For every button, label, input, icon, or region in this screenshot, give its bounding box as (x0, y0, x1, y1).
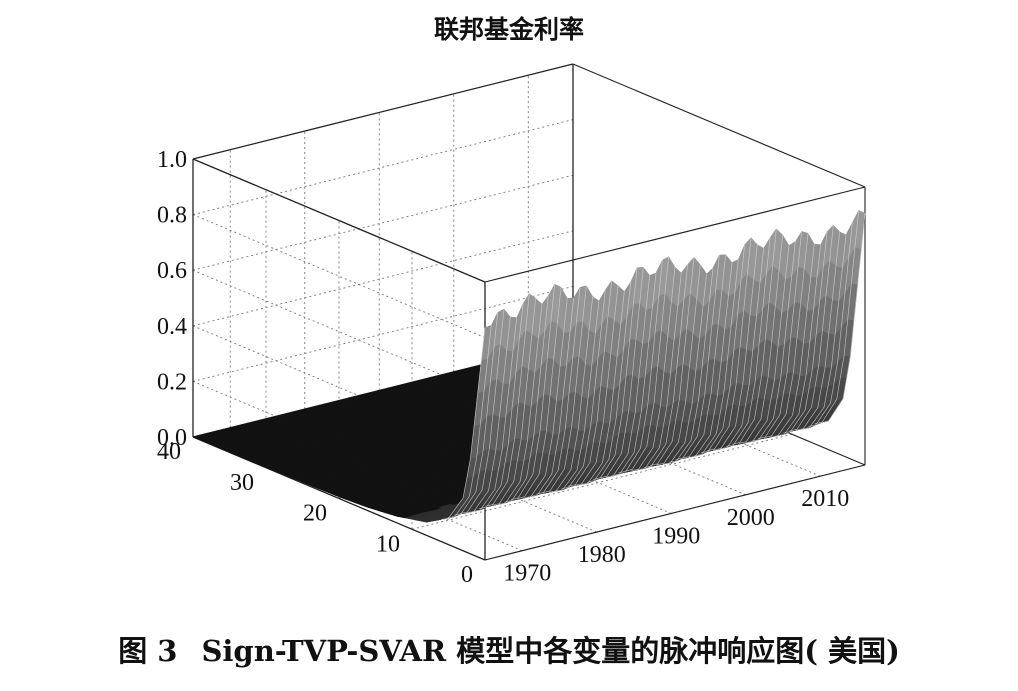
surface-mesh-line (555, 300, 600, 492)
box-edge-front (484, 464, 866, 561)
surface-mesh (441, 210, 866, 520)
surface-mesh-line (586, 282, 632, 483)
z-tick-label: 0.2 (157, 369, 187, 395)
z-tick-label: 0.8 (157, 203, 187, 229)
surface-mesh-line (751, 241, 796, 442)
y-tick-label: 0 (461, 562, 473, 588)
surface-mesh-line (814, 210, 860, 425)
surface-mesh-line (441, 327, 486, 520)
surface-mesh-line (726, 237, 771, 447)
box-edge (192, 158, 486, 283)
grid-line-floor-y (411, 433, 793, 530)
surface-mesh-line (776, 244, 822, 437)
surface-mesh-line (707, 237, 752, 452)
surface-mesh-line (491, 298, 537, 506)
grid-line-back-wall-z (192, 230, 574, 327)
surface-mesh-line (479, 303, 524, 510)
surface-mesh-line (764, 233, 809, 438)
surface-mesh-line (542, 285, 587, 493)
x-tick-label: 1990 (652, 523, 700, 549)
surface-mesh-line (637, 272, 682, 471)
x-tick-label: 2000 (727, 505, 775, 531)
surface-mesh-line (802, 234, 847, 430)
surface-mesh-line (624, 256, 670, 472)
box-edge-front (484, 186, 866, 283)
grid-line-back-wall-z (192, 119, 574, 216)
tick-labels: 0.0 0.2 0.4 0.6 0.8 1.0 0 10 20 30 40 1970 1980 1990 2… (157, 147, 849, 588)
y-tick-label: 40 (157, 439, 181, 465)
y-tick-label: 10 (376, 531, 400, 557)
surface-mesh-line (713, 244, 758, 451)
surface-mesh-line (643, 264, 689, 469)
caption-figure-number: 图 3 (118, 634, 178, 668)
y-tick-label: 20 (303, 501, 327, 527)
surface-mesh-line (472, 317, 518, 512)
surface-mesh-line (447, 325, 492, 519)
surface-mesh-line (599, 267, 644, 479)
surface-mesh-line (789, 225, 834, 432)
surface-mesh-line (580, 291, 625, 485)
box-edge-front (572, 63, 866, 188)
surface-mesh-line (700, 244, 746, 454)
surface-mesh-line (567, 280, 613, 487)
x-tick-label: 2010 (801, 486, 849, 512)
surface-mesh-line (485, 293, 530, 507)
surface-mesh-line (529, 297, 575, 498)
surface-mesh-line (574, 285, 619, 486)
surface-mesh-line (561, 289, 606, 490)
surface-mesh-line (808, 222, 853, 427)
surface-mesh-line (504, 295, 549, 503)
surface-mesh-line (650, 257, 695, 466)
surface-mesh-line (460, 308, 505, 514)
surface-mesh-line (656, 264, 701, 466)
surface-mesh-line (631, 267, 676, 472)
caption-text: Sign-TVP-SVAR 模型中各变量的脉冲响应图( 美国) (201, 634, 900, 668)
surface-mesh-line (498, 304, 543, 505)
z-tick-label: 1.0 (157, 147, 187, 173)
z-tick-label: 0.0 (157, 425, 187, 451)
chart-title: 联邦基金利率 (433, 15, 584, 44)
surface-mesh-line (662, 273, 708, 465)
surface-mesh-line (821, 213, 866, 424)
surface-mesh-line (783, 231, 828, 434)
surface-mesh-line (745, 245, 790, 444)
surface-mesh-line (738, 235, 784, 444)
surface-mesh-line (681, 254, 727, 459)
box-edge (192, 63, 574, 160)
surface-mesh-line (669, 267, 714, 463)
surface-mesh-line (517, 287, 562, 499)
grid-line-back-wall-z (192, 174, 574, 271)
z-tick-label: 0.4 (157, 314, 187, 340)
z-tick-label: 0.6 (157, 258, 187, 284)
surface-mesh-line (694, 259, 739, 457)
figure: 联邦基金利率 0.0 0.2 0.4 0.6 0.8 1.0 0 10 20 30 40 1970 19… (157, 15, 866, 588)
grid-line-back-wall-z (192, 285, 574, 382)
surface-mesh-line (612, 272, 657, 477)
y-tick-label: 30 (230, 470, 254, 496)
surface-mesh-line (732, 228, 777, 445)
surface-mesh-line (453, 312, 499, 516)
surface-plot: 0.0 0.2 0.4 0.6 0.8 1.0 0 10 20 30 40 1970 1980 1990 2… (157, 63, 866, 588)
surface-mesh-line (719, 248, 765, 450)
figure-caption: 图 3 Sign-TVP-SVAR 模型中各变量的脉冲响应图( 美国) (0, 628, 1018, 670)
surface-mesh-line (510, 284, 556, 501)
x-tick-label: 1980 (578, 542, 626, 568)
surface-mesh-line (688, 262, 733, 458)
x-tick-label: 1970 (503, 561, 551, 587)
